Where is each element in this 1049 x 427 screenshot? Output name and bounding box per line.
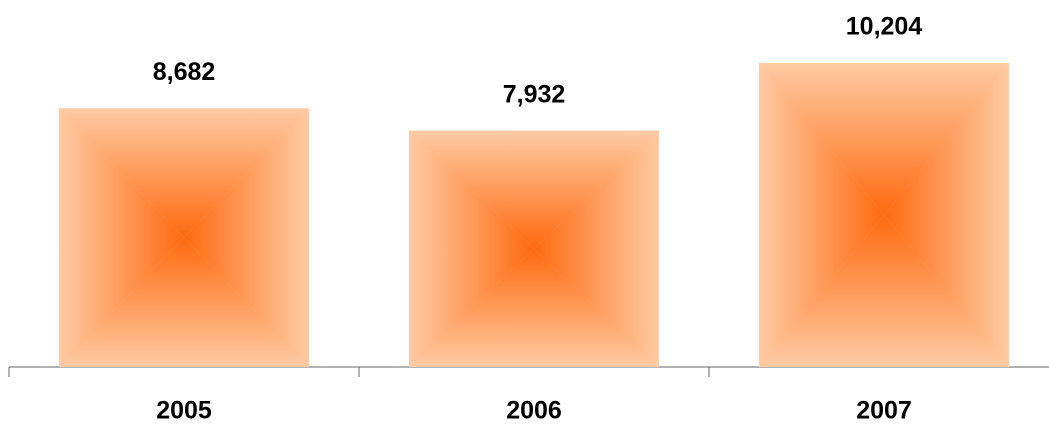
- bar-shade: [884, 63, 1009, 367]
- x-tick-label: 2007: [856, 397, 912, 425]
- bar-shade: [409, 130, 534, 367]
- value-label: 7,932: [503, 80, 566, 108]
- bar-shade: [59, 108, 184, 368]
- bar-shade: [59, 108, 309, 238]
- value-label: 8,682: [153, 58, 216, 86]
- bar-shade: [534, 130, 659, 367]
- bar-shade: [409, 248, 659, 367]
- bar-shade: [759, 63, 1009, 215]
- bar-shade: [184, 108, 309, 368]
- x-tick-label: 2006: [506, 397, 562, 425]
- bar-shade: [59, 237, 309, 367]
- bar-shade: [759, 63, 884, 367]
- x-tick-label: 2005: [156, 397, 212, 425]
- bar-shade: [759, 215, 1009, 367]
- value-label: 10,204: [846, 13, 923, 41]
- bar-shade: [409, 130, 659, 249]
